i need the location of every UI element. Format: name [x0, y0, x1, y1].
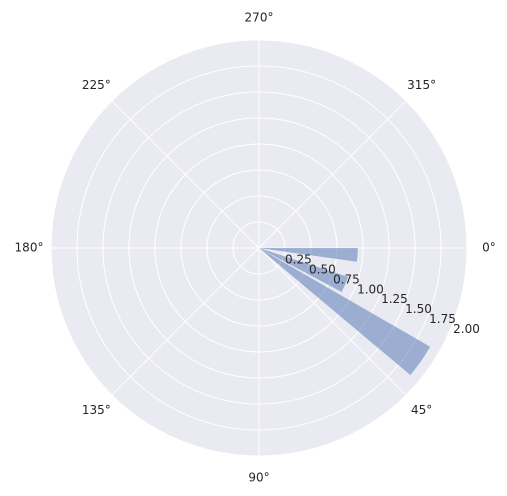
- radial-tick-label: 0.50: [309, 262, 336, 276]
- radial-tick-label: 1.00: [357, 282, 384, 296]
- angle-tick-label: 225°: [82, 78, 111, 92]
- grid-spoke: [111, 247, 260, 396]
- grid-spoke: [111, 100, 260, 249]
- angle-tick-label: 0°: [482, 241, 496, 255]
- angle-tick-label: 315°: [407, 78, 436, 92]
- angle-tick-label: 90°: [248, 471, 269, 485]
- bar: [259, 248, 431, 376]
- angle-tick-label: 45°: [411, 403, 432, 417]
- radial-tick-label: 0.75: [333, 272, 360, 286]
- grid-spoke: [258, 247, 407, 396]
- radial-tick-label: 1.25: [381, 292, 408, 306]
- angle-tick-label: 270°: [245, 11, 274, 25]
- grid-spoke: [258, 100, 407, 249]
- angle-tick-label: 135°: [82, 403, 111, 417]
- radial-tick-label: 2.00: [453, 322, 480, 336]
- radial-tick-label: 1.75: [429, 312, 456, 326]
- radial-tick-label: 0.25: [285, 252, 312, 266]
- bar: [259, 248, 358, 262]
- bar: [259, 248, 349, 292]
- angle-tick-label: 180°: [15, 241, 44, 255]
- radial-tick-label: 1.50: [405, 302, 432, 316]
